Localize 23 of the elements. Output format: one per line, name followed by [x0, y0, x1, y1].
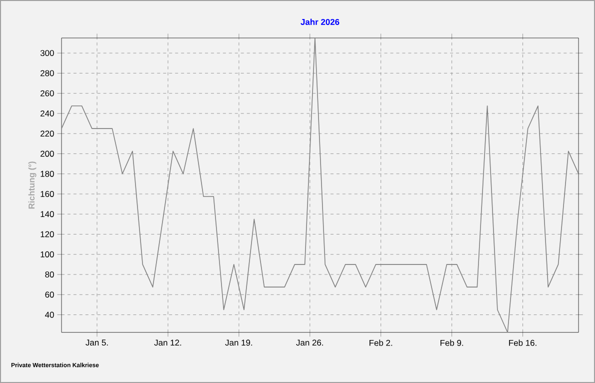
- y-tick-label: 240: [40, 110, 54, 116]
- y-tick-label: 180: [40, 170, 54, 177]
- y-tick-label: 300: [40, 50, 54, 56]
- x-tick-label: Jan 12.: [154, 340, 182, 346]
- x-tick-label: Feb 2.: [370, 340, 392, 346]
- x-tick-label: Jan 19.: [225, 340, 252, 346]
- y-tick-label: 80: [45, 272, 54, 278]
- x-tick-label: Feb 9.: [440, 340, 464, 346]
- y-tick-label: 100: [40, 251, 54, 258]
- y-axis-title: Richtung (°): [28, 162, 36, 209]
- x-tick-label: Feb 16.: [509, 340, 536, 346]
- y-tick-label: 220: [40, 130, 54, 137]
- y-tick-label: 120: [40, 231, 54, 238]
- y-tick-label: 200: [40, 150, 54, 157]
- y-tick-label: 260: [40, 90, 54, 96]
- y-tick-label: 40: [45, 312, 54, 318]
- y-tick-label: 160: [40, 190, 54, 197]
- y-tick-label: 280: [40, 70, 54, 76]
- x-tick-label: Jan 26.: [296, 340, 324, 346]
- x-tick-label: Jan 5.: [86, 340, 108, 346]
- chart-title: Jahr 2026: [300, 18, 340, 25]
- y-tick-label: 140: [40, 211, 54, 218]
- y-tick-label: 60: [45, 292, 54, 298]
